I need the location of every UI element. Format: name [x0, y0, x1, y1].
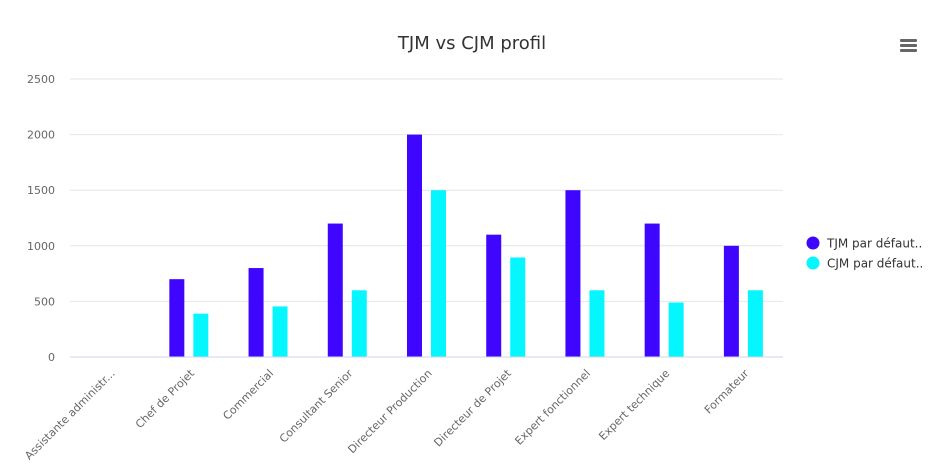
x-tick-label: Expert technique [596, 367, 672, 443]
bar-cjm[interactable] [431, 190, 446, 357]
chart-menu-button[interactable] [896, 34, 922, 58]
bar-cjm[interactable] [510, 257, 526, 357]
grid-lines [70, 78, 783, 302]
bars [169, 134, 763, 357]
bar-tjm[interactable] [565, 190, 581, 357]
legend-item[interactable]: TJM par défaut.. [806, 236, 923, 251]
y-tick-label: 2000 [27, 129, 55, 142]
legend-symbol [806, 236, 820, 250]
bar-cjm[interactable] [193, 313, 209, 357]
y-tick-label: 0 [48, 351, 55, 364]
bar-cjm[interactable] [668, 302, 684, 357]
y-tick-label: 500 [34, 295, 55, 308]
bar-tjm[interactable] [486, 234, 502, 357]
y-tick-label: 1000 [27, 240, 55, 253]
bar-tjm[interactable] [248, 268, 264, 357]
legend: TJM par défaut.. CJM par défaut.. [806, 236, 924, 271]
bar-tjm[interactable] [644, 223, 660, 357]
x-tick-label: Formateur [702, 367, 752, 417]
x-tick-label: Expert fonctionnel [512, 367, 593, 448]
bar-tjm[interactable] [327, 223, 343, 357]
bar-cjm[interactable] [272, 306, 288, 357]
legend-symbol [806, 256, 820, 270]
x-tick-label: Consultant Senior [277, 367, 356, 446]
hamburger-menu-icon [900, 39, 917, 52]
x-tick-label: Assistante administr... [22, 367, 117, 462]
bar-cjm[interactable] [589, 290, 605, 357]
y-tick-label: 2500 [27, 73, 55, 86]
y-axis-ticks: 0 500 1000 1500 2000 2500 [27, 73, 55, 364]
legend-label: TJM par défaut.. [826, 237, 922, 251]
x-tick-label: Directeur de Projet [431, 366, 514, 449]
legend-item[interactable]: CJM par défaut.. [806, 256, 924, 271]
x-tick-label: Directeur Production [345, 367, 434, 456]
x-axis-labels: Assistante administr... Chef de Projet Com… [22, 366, 752, 462]
legend-label: CJM par défaut.. [827, 257, 923, 271]
x-tick-label: Chef de Projet [133, 366, 198, 431]
bar-cjm[interactable] [351, 290, 367, 357]
bar-tjm[interactable] [723, 245, 739, 357]
x-tick-label: Commercial [220, 367, 276, 423]
bar-tjm[interactable] [407, 134, 422, 357]
bar-cjm[interactable] [747, 290, 763, 357]
y-tick-label: 1500 [27, 184, 55, 197]
chart-title: TJM vs CJM profil [397, 33, 546, 54]
bar-tjm[interactable] [169, 279, 185, 357]
